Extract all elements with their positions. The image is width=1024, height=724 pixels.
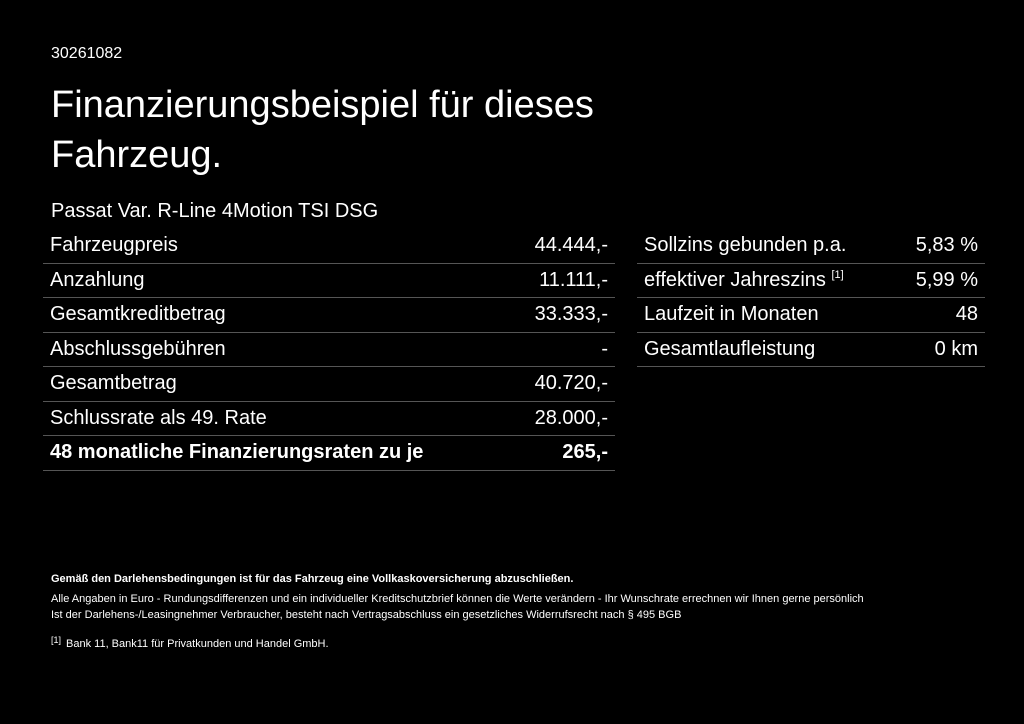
table-row: effektiver Jahreszins [1] 5,99 % xyxy=(637,263,985,298)
row-value: 5,83 % xyxy=(894,229,985,264)
footer: Gemäß den Darlehensbedingungen ist für d… xyxy=(51,571,864,652)
row-label: Gesamtkreditbetrag xyxy=(43,297,510,333)
table-row: Abschlussgebühren - xyxy=(43,332,615,367)
rate-table: Sollzins gebunden p.a. 5,83 % effektiver J… xyxy=(637,229,985,367)
row-label: Gesamtlaufleistung xyxy=(644,337,816,360)
footer-line: Ist der Darlehens-/Leasingnehmer Verbrau… xyxy=(51,609,682,621)
vehicle-id: 30261082 xyxy=(51,45,123,62)
row-label: Sollzins gebunden p.a. xyxy=(644,234,847,257)
row-value: 40.720,- xyxy=(509,366,615,402)
row-label: 48 monatliche Finanzierungsraten zu je xyxy=(43,435,510,471)
row-value: - xyxy=(509,332,615,367)
row-label: Schlussrate als 49. Rate xyxy=(43,401,510,436)
financing-table: Fahrzeugpreis 44.444,- Anzahlung 11.111,- Ge… xyxy=(43,229,615,471)
row-label: Laufzeit in Monaten xyxy=(644,303,819,326)
row-label-cell: Sollzins gebunden p.a. xyxy=(637,229,895,264)
table-row: Schlussrate als 49. Rate 28.000,- xyxy=(43,401,615,436)
insurance-note: Gemäß den Darlehensbedingungen ist für d… xyxy=(51,573,574,585)
footnote-text: Bank 11, Bank11 für Privatkunden und Han… xyxy=(66,637,329,650)
row-value: 44.444,- xyxy=(509,229,615,264)
table-row: Sollzins gebunden p.a. 5,83 % xyxy=(637,229,985,264)
row-value: 265,- xyxy=(509,435,615,471)
row-value: 5,99 % xyxy=(894,263,985,298)
footnote-mark: [1] xyxy=(51,634,62,645)
table-row: Gesamtbetrag 40.720,- xyxy=(43,366,615,402)
row-value: 28.000,- xyxy=(509,401,615,436)
model-name: Passat Var. R-Line 4Motion TSI DSG xyxy=(51,200,379,222)
table-row: Fahrzeugpreis 44.444,- xyxy=(43,229,615,264)
row-value: 48 xyxy=(894,297,985,333)
table-row: Anzahlung 11.111,- xyxy=(43,263,615,298)
table-row: Laufzeit in Monaten 48 xyxy=(637,297,985,333)
row-label: Gesamtbetrag xyxy=(43,366,510,402)
row-label-cell: effektiver Jahreszins [1] xyxy=(637,263,895,298)
row-value: 33.333,- xyxy=(509,297,615,333)
row-label: effektiver Jahreszins xyxy=(644,268,826,291)
row-label: Anzahlung xyxy=(43,263,510,298)
row-value: 0 km xyxy=(894,332,985,367)
note-mark: [1] xyxy=(831,268,844,281)
table-row: Gesamtlaufleistung 0 km xyxy=(637,332,985,367)
row-label: Fahrzeugpreis xyxy=(43,229,510,264)
table-row: Gesamtkreditbetrag 33.333,- xyxy=(43,297,615,333)
row-value: 11.111,- xyxy=(509,263,615,298)
table-row: 48 monatliche Finanzierungsraten zu je 26… xyxy=(43,435,615,471)
row-label-cell: Gesamtlaufleistung xyxy=(637,332,895,367)
footnote: [1] Bank 11, Bank11 für Privatkunden und … xyxy=(51,632,864,653)
row-label-cell: Laufzeit in Monaten xyxy=(637,297,895,333)
page-title: Finanzierungsbeispiel für dieses Fahrzeu… xyxy=(51,84,594,176)
footer-line: Alle Angaben in Euro - Rundungsdifferenz… xyxy=(51,592,864,605)
row-label: Abschlussgebühren xyxy=(43,332,510,367)
